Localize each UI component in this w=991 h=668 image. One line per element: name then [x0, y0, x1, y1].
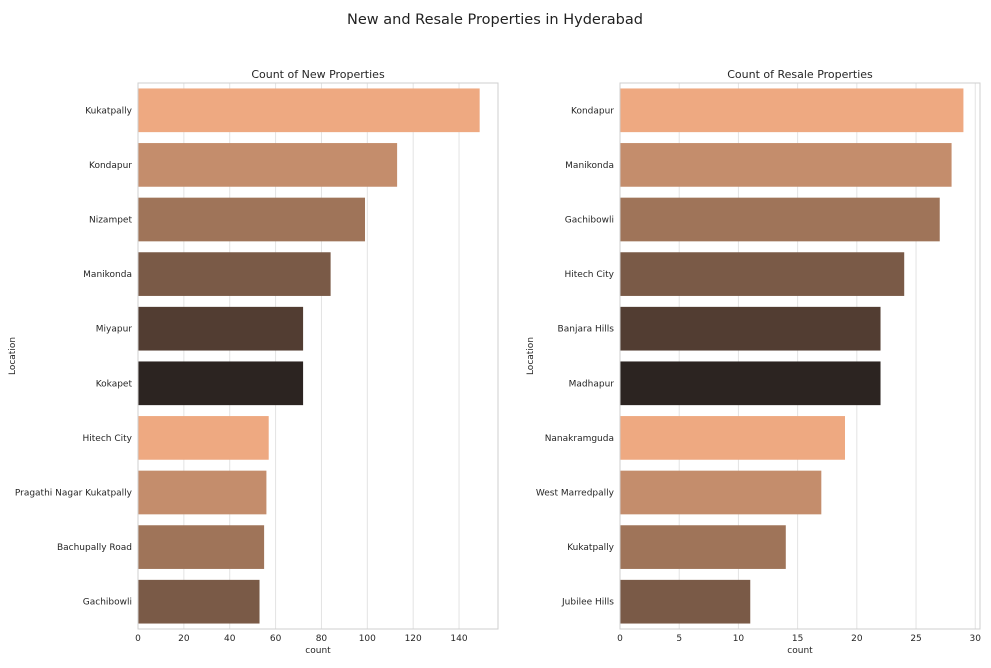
resale-bar-hitech-city [620, 252, 905, 296]
x-tick-label: 100 [359, 634, 376, 644]
resale-properties-chart: Count of Resale Properties Kondapur Maniko… [526, 68, 981, 656]
category-tick-label: Manikonda [83, 270, 132, 280]
new-bar-kondapur [138, 143, 398, 187]
x-tick-label: 40 [224, 634, 236, 644]
x-tick-label: 10 [733, 634, 745, 644]
chart-title: Count of Resale Properties [727, 68, 873, 81]
x-axis-label: count [787, 646, 813, 656]
new-bar-hitech-city [138, 416, 269, 460]
category-tick-label: Kukatpally [567, 543, 614, 553]
new-bar-kukatpally [138, 88, 480, 133]
category-tick-label: Hitech City [83, 434, 133, 444]
category-tick-label: Madhapur [569, 379, 615, 389]
category-tick-label: Gachibowli [565, 216, 614, 226]
category-tick-label: Gachibowli [83, 598, 132, 608]
category-tick-label: Kokapet [96, 379, 133, 389]
new-bar-miyapur [138, 306, 304, 351]
category-tick-label: West Marredpally [536, 489, 615, 499]
new-bar-pragathi-nagar-kukatpally [138, 470, 267, 515]
resale-bar-gachibowli [620, 197, 940, 242]
x-tick-label: 30 [970, 634, 982, 644]
y-axis-label: Location [8, 337, 18, 375]
figure-title: New and Resale Properties in Hyderabad [347, 12, 643, 28]
x-tick-label: 20 [178, 634, 190, 644]
new-bar-kokapet [138, 361, 304, 406]
category-tick-label: Jubilee Hills [561, 598, 614, 608]
category-tick-label: Pragathi Nagar Kukatpally [15, 489, 133, 499]
new-bar-manikonda [138, 252, 331, 296]
x-axis-label: count [305, 646, 331, 656]
resale-bar-madhapur [620, 361, 881, 406]
resale-bar-jubilee-hills [620, 579, 751, 624]
x-tick-label: 60 [270, 634, 282, 644]
resale-bar-west-marredpally [620, 470, 822, 515]
resale-bar-kukatpally [620, 525, 786, 569]
category-tick-label: Banjara Hills [558, 325, 615, 335]
resale-bar-banjara-hills [620, 306, 881, 351]
category-tick-label: Nanakramguda [545, 434, 614, 444]
category-tick-label: Nizampet [89, 216, 132, 226]
resale-bar-kondapur [620, 88, 964, 133]
new-properties-chart: Count of New Properties Kukatpally Kondapu… [8, 68, 499, 656]
x-tick-label: 20 [851, 634, 863, 644]
category-tick-label: Kukatpally [85, 106, 132, 116]
resale-bar-manikonda [620, 143, 952, 187]
chart-title: Count of New Properties [251, 68, 385, 81]
new-bar-bachupally-road [138, 525, 265, 569]
x-tick-label: 15 [792, 634, 803, 644]
category-tick-label: Kondapur [89, 161, 132, 171]
x-tick-label: 25 [910, 634, 921, 644]
x-tick-label: 5 [676, 634, 682, 644]
category-tick-label: Kondapur [571, 106, 614, 116]
axes-frame [619, 82, 981, 630]
axes-frame [137, 82, 499, 630]
new-bar-gachibowli [138, 579, 260, 624]
x-tick-label: 120 [405, 634, 422, 644]
new-bar-nizampet [138, 197, 366, 242]
category-tick-label: Manikonda [565, 161, 614, 171]
category-tick-label: Hitech City [565, 270, 615, 280]
category-tick-label: Miyapur [96, 325, 133, 335]
category-tick-label: Bachupally Road [57, 543, 132, 553]
y-axis-label: Location [526, 337, 536, 375]
x-tick-label: 0 [135, 634, 141, 644]
resale-bar-nanakramguda [620, 416, 845, 460]
x-tick-label: 0 [617, 634, 623, 644]
x-tick-label: 140 [450, 634, 467, 644]
x-tick-label: 80 [316, 634, 328, 644]
